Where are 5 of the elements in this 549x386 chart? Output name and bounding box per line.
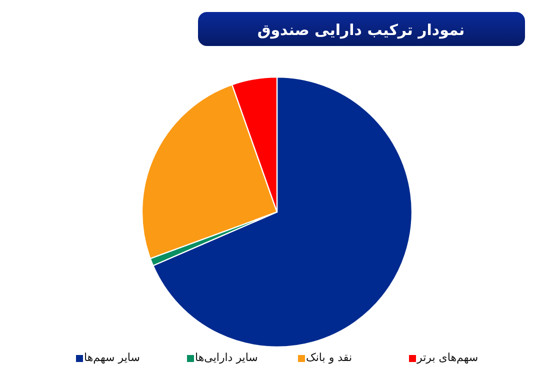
legend-label: نقد و بانک	[306, 351, 352, 364]
legend-label: سهم‌های برتر	[416, 351, 478, 364]
chart-title: نمودار ترکیب دارایی صندوق	[257, 21, 465, 39]
legend-label: سایر سهم‌ها	[84, 351, 140, 364]
legend-label: سایر دارایی‌ها	[195, 351, 258, 364]
